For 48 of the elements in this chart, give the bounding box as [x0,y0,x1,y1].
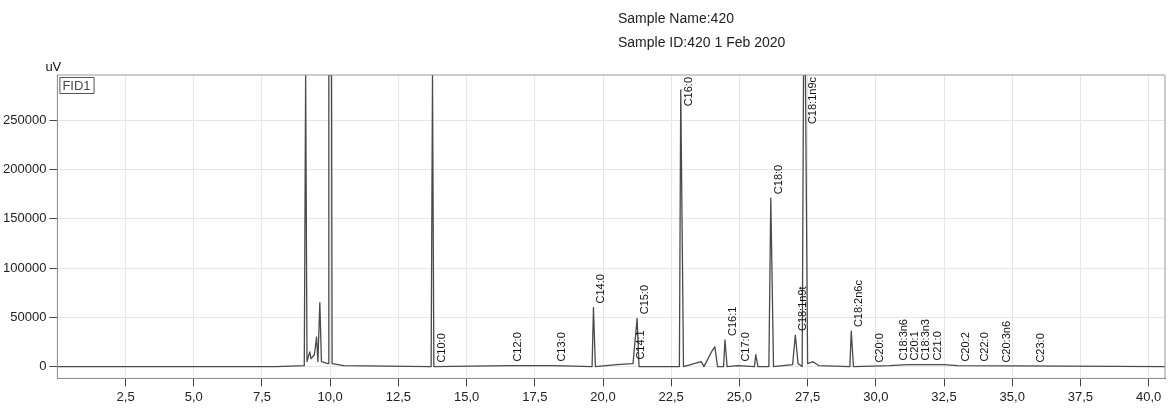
x-tick-label: 5,0 [184,388,203,404]
annotation: C18:3n3 [919,319,932,361]
annotation: C22:0 [977,332,990,362]
x-tick-label: 7,5 [252,388,272,404]
x-tick-label: 20,0 [590,388,616,404]
y-axis-title: uV [45,59,62,75]
x-tick-label: 15,0 [453,388,480,404]
annotation: C18:0 [771,164,784,195]
annotation: C20:1 [908,331,921,361]
x-tick-label: 2,5 [116,388,135,404]
annotation: C18:1n9t [796,286,809,332]
y-tick-label: 0 [39,358,47,374]
annotation: C14:0 [594,274,607,304]
x-tick-label: 30,0 [863,388,889,404]
annotation: C21:0 [931,331,944,361]
x-tick-label: 25,0 [726,388,753,404]
x-tick-label: 27,5 [794,388,821,404]
annotation: C14:1 [634,330,647,360]
y-tick-label: 200000 [2,161,47,177]
annotation: C18:1n9c [806,76,819,125]
y-tick-label: 150000 [2,210,47,226]
annotation: C23:0 [1033,333,1046,363]
y-tick-label: 50000 [10,308,47,324]
annotation: C15:0 [638,284,651,315]
x-tick-label: 35,0 [999,388,1025,404]
x-tick-label: 40,0 [1135,388,1162,404]
annotation: C17:0 [739,332,752,362]
x-tick-label: 22,5 [658,388,684,404]
text: FID1 [62,77,91,93]
annotation: C18:2n6c [852,279,865,328]
chart-title: Sample Name:420 [618,9,735,28]
x-tick-label: 17,5 [522,388,548,404]
annotation: C16:1 [725,306,738,336]
annotation: C20:0 [872,333,885,363]
annotation: C20:2 [958,332,971,362]
x-tick-label: 10,0 [317,388,343,404]
annotation: C16:0 [681,76,694,107]
x-tick-label: 37,5 [1067,388,1094,404]
y-tick-label: 250000 [2,111,47,127]
annotation: C10:0 [434,333,447,363]
x-tick-label: 32,5 [931,388,957,404]
x-tick-label: 12,5 [385,388,412,404]
annotation: C12:0 [511,332,524,362]
annotation: C18:3n6 [897,319,910,361]
annotation: C20:3n6 [999,320,1012,363]
y-tick-label: 100000 [2,259,47,275]
chart-subtitle: Sample ID:420 1 Feb 2020 [618,33,787,52]
annotation: C13:0 [554,332,567,362]
